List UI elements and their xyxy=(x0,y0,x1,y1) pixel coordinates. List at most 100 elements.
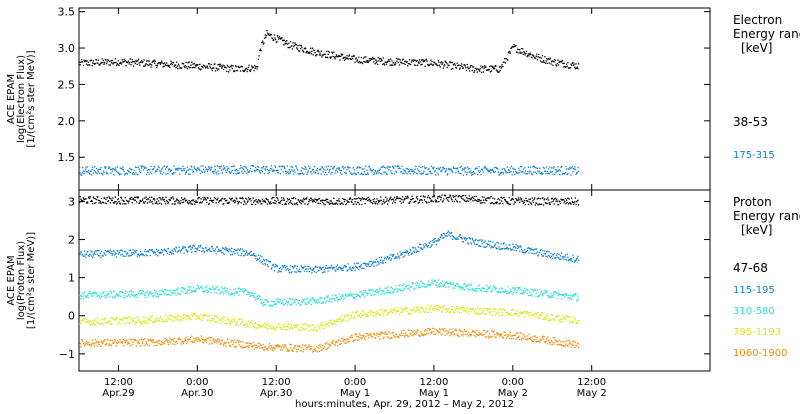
data-point xyxy=(561,321,562,322)
data-point xyxy=(125,197,126,198)
data-point xyxy=(120,250,121,251)
data-point xyxy=(480,246,481,247)
data-point xyxy=(326,57,327,58)
data-point xyxy=(393,62,394,63)
data-point xyxy=(450,195,451,196)
data-point xyxy=(399,257,400,258)
data-point xyxy=(560,259,561,260)
data-point xyxy=(323,200,324,201)
data-point xyxy=(298,329,299,330)
data-point xyxy=(160,64,161,65)
data-point xyxy=(481,313,482,314)
data-point xyxy=(320,168,321,169)
data-point xyxy=(508,52,509,53)
data-point xyxy=(530,289,531,290)
data-point xyxy=(457,306,458,307)
data-point xyxy=(562,63,563,64)
data-point xyxy=(97,254,98,255)
data-point xyxy=(408,253,409,254)
data-point xyxy=(490,172,491,173)
data-point xyxy=(575,293,576,294)
data-point xyxy=(225,247,226,248)
data-point xyxy=(416,196,417,197)
data-point xyxy=(502,172,503,173)
data-point xyxy=(80,172,81,173)
data-point xyxy=(487,308,488,309)
data-point xyxy=(284,304,285,305)
data-point xyxy=(334,58,335,59)
data-point xyxy=(526,312,527,313)
data-point xyxy=(155,342,156,343)
data-point xyxy=(228,71,229,72)
data-point xyxy=(124,340,125,341)
data-point xyxy=(217,171,218,172)
data-point xyxy=(424,199,425,200)
data-point xyxy=(135,252,136,253)
data-point xyxy=(227,65,228,66)
data-point xyxy=(526,51,527,52)
data-point xyxy=(131,293,132,294)
data-point xyxy=(271,267,272,268)
data-point xyxy=(95,198,96,199)
data-point xyxy=(436,285,437,286)
data-point xyxy=(86,64,87,65)
data-point xyxy=(546,60,547,61)
data-point xyxy=(371,58,372,59)
data-point xyxy=(475,239,476,240)
data-point xyxy=(112,171,113,172)
data-point xyxy=(301,201,302,202)
data-point xyxy=(255,204,256,205)
data-point xyxy=(142,343,143,344)
data-point xyxy=(557,253,558,254)
data-point xyxy=(373,261,374,262)
data-point xyxy=(133,291,134,292)
data-point xyxy=(375,59,376,60)
data-point xyxy=(449,196,450,197)
data-point xyxy=(544,250,545,251)
data-point xyxy=(349,295,350,296)
data-point xyxy=(381,200,382,201)
data-point xyxy=(443,167,444,168)
data-point xyxy=(480,313,481,314)
data-point xyxy=(137,316,138,317)
data-point xyxy=(373,199,374,200)
data-point xyxy=(237,325,238,326)
data-point xyxy=(345,294,346,295)
data-point xyxy=(277,299,278,300)
data-point xyxy=(298,303,299,304)
data-point xyxy=(485,166,486,167)
data-point xyxy=(221,319,222,320)
data-point xyxy=(175,67,176,68)
data-point xyxy=(207,290,208,291)
data-point xyxy=(228,251,229,252)
data-point xyxy=(105,168,106,169)
data-point xyxy=(538,254,539,255)
data-point xyxy=(570,321,571,322)
data-point xyxy=(388,59,389,60)
data-point xyxy=(317,267,318,268)
data-point xyxy=(237,248,238,249)
data-point xyxy=(151,64,152,65)
data-point xyxy=(324,324,325,325)
data-point xyxy=(450,62,451,63)
data-point xyxy=(466,201,467,202)
data-point xyxy=(147,170,148,171)
data-point xyxy=(338,167,339,168)
data-point xyxy=(491,70,492,71)
data-point xyxy=(358,172,359,173)
data-point xyxy=(135,63,136,64)
data-point xyxy=(556,292,557,293)
data-point xyxy=(170,295,171,296)
data-point xyxy=(237,253,238,254)
data-point xyxy=(229,202,230,203)
data-point xyxy=(331,172,332,173)
data-point xyxy=(384,167,385,168)
data-point xyxy=(158,296,159,297)
data-point xyxy=(532,289,533,290)
data-point xyxy=(288,43,289,44)
data-point xyxy=(117,166,118,167)
data-point xyxy=(266,199,267,200)
data-point xyxy=(480,291,481,292)
data-point xyxy=(211,168,212,169)
data-point xyxy=(104,295,105,296)
